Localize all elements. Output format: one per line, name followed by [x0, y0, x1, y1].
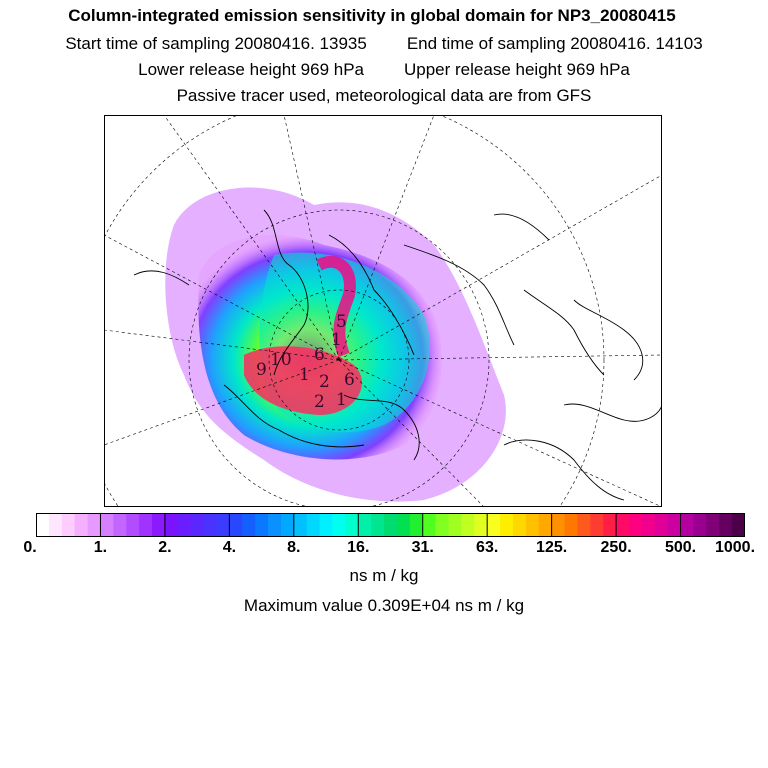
start-time: Start time of sampling 20080416. 13935 [65, 34, 367, 53]
colorbar-cell [61, 513, 76, 537]
colorbar-cell [139, 513, 153, 537]
colorbar-tick-label: 63. [476, 539, 499, 556]
colorbar-cell [255, 513, 269, 537]
colorbar-cell [332, 513, 346, 537]
colorbar-cell [461, 513, 475, 537]
colorbar-cell [525, 513, 540, 537]
colorbar-tick-label: 16. [347, 539, 370, 556]
colorbar-frame [36, 513, 745, 537]
colorbar-cell [500, 513, 514, 537]
plume-band [316, 255, 356, 358]
contour-label: 2 [314, 392, 325, 412]
colorbar-tick-label: 2. [158, 539, 172, 556]
colorbar-cell [48, 513, 63, 537]
colorbar-cell [551, 513, 565, 537]
colorbar-cell [216, 513, 230, 537]
colorbar-cell [358, 513, 372, 537]
graticule [104, 115, 662, 507]
colorbar-cell [74, 513, 88, 537]
colorbar-cell [126, 513, 140, 537]
colorbar-cell [384, 513, 398, 537]
colorbar-cell [680, 513, 694, 537]
colorbar-cell [113, 513, 127, 537]
contour-labels: 10 9 6 1 2 1 6 5 2 1 [256, 312, 355, 412]
colorbar-tick-label: 8. [287, 539, 301, 556]
sensitivity-map: 10 9 6 1 2 1 6 5 2 1 [104, 115, 662, 507]
release-heights: Lower release height 969 hPa Upper releas… [0, 60, 768, 80]
colorbar-cell [590, 513, 604, 537]
contour-label: 9 [256, 360, 267, 380]
colorbar-cell [152, 513, 166, 537]
colorbar-cell [345, 513, 359, 537]
colorbar-cell [268, 513, 282, 537]
colorbar-cell [319, 513, 333, 537]
contour-label: 1 [336, 390, 347, 410]
colorbar-cell [603, 513, 617, 537]
lower-release-height: Lower release height 969 hPa [138, 60, 364, 79]
colorbar-cell [564, 513, 578, 537]
colorbar-cell [242, 513, 256, 537]
maximum-value: Maximum value 0.309E+04 ns m / kg [243, 596, 525, 615]
contour-label: 6 [344, 370, 355, 390]
colorbar-tick-label: 0. [23, 539, 37, 556]
coastlines [133, 209, 662, 501]
colorbar-cell [512, 513, 527, 537]
colorbar-cell [616, 513, 630, 537]
colorbar-cell [706, 513, 720, 537]
colorbar-cell [732, 513, 745, 537]
upper-release-height: Upper release height 969 hPa [404, 60, 630, 79]
colorbar-cell [409, 513, 424, 537]
colorbar-tick-label: 1. [93, 539, 108, 556]
colorbar-cell [693, 513, 707, 537]
colorbar-cell [306, 513, 320, 537]
colorbar-cell [435, 513, 449, 537]
colorbar-cell [280, 513, 295, 537]
colorbar-cell [667, 513, 681, 537]
colorbar-cell [719, 513, 733, 537]
colorbar-tick-label: 4. [222, 539, 237, 556]
end-time: End time of sampling 20080416. 14103 [406, 34, 703, 53]
colorbar-cell [190, 513, 204, 537]
colorbar [36, 513, 745, 537]
colorbar-cell [203, 513, 217, 537]
colorbar-cell [577, 513, 591, 537]
contour-label: 2 [319, 372, 330, 392]
colorbar-cell [371, 513, 385, 537]
colorbar-cell [448, 513, 462, 537]
colorbar-cell [538, 513, 553, 537]
colorbar-tick-label: 500. [664, 539, 697, 556]
colorbar-cell [422, 513, 437, 537]
colorbar-cell [87, 513, 101, 537]
colorbar-cell [396, 513, 411, 537]
contour-label: 1 [299, 365, 310, 385]
plume-core [244, 346, 362, 415]
contour-label: 1 [331, 330, 342, 350]
colorbar-tick-label: 125. [536, 539, 568, 556]
colorbar-cell [100, 513, 114, 537]
colorbar-cell [628, 513, 643, 537]
colorbar-cell [641, 513, 656, 537]
colorbar-cell [229, 513, 243, 537]
colorbar-cell [474, 513, 488, 537]
map-frame [104, 115, 662, 507]
colorbar-tick-label: 1000. [714, 539, 756, 556]
colorbar-unit: ns m / kg [349, 566, 419, 585]
contour-label: 5 [336, 312, 347, 332]
contour-label: 10 [270, 350, 292, 370]
tracer-note: Passive tracer used, meteorological data… [176, 86, 592, 105]
colorbar-tick-label: 250. [600, 539, 632, 556]
plot-title: Column-integrated emission sensitivity i… [68, 6, 676, 25]
colorbar-cell [164, 513, 179, 537]
colorbar-tick-label: 31. [411, 539, 434, 556]
colorbar-cell [487, 513, 501, 537]
colorbar-cell [293, 513, 308, 537]
colorbar-cell [177, 513, 192, 537]
colorbar-cell [36, 513, 50, 537]
colorbar-cell [654, 513, 669, 537]
sampling-times: Start time of sampling 20080416. 13935 En… [0, 34, 768, 54]
contour-label: 6 [314, 345, 325, 365]
